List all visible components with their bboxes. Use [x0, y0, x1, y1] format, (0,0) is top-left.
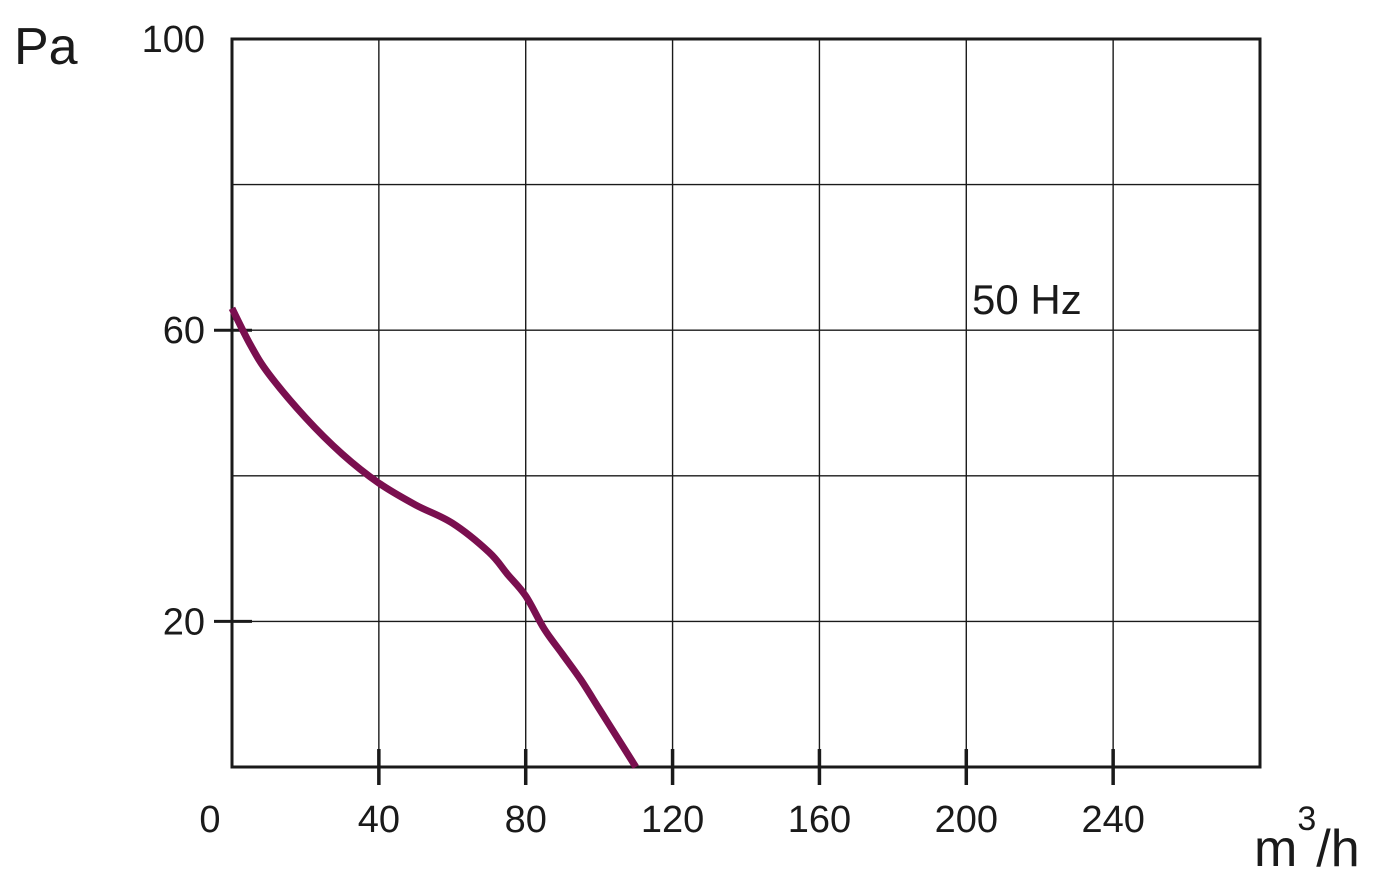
x-axis-label: m3/h [1254, 800, 1360, 878]
x-tick-label: 40 [358, 799, 400, 841]
y-tick-label: 20 [163, 601, 205, 643]
x-tick-labels: 0 40 80 120 160 200 240 [199, 799, 1144, 841]
x-tick-label: 240 [1081, 799, 1144, 841]
x-axis-label-rest: /h [1316, 820, 1359, 878]
grid-lines [232, 39, 1260, 767]
x-tick-label: 120 [641, 799, 704, 841]
y-tick-labels: 100 60 20 [142, 19, 205, 643]
x-tick-label: 200 [935, 799, 998, 841]
y-axis-label: Pa [14, 18, 78, 76]
series-line [228, 306, 639, 769]
x-axis-label-base: m [1254, 820, 1297, 878]
series-layer [228, 306, 639, 769]
series-label-50hz: 50 Hz [972, 276, 1082, 323]
y-tick-label: 60 [163, 310, 205, 352]
y-tick-label: 100 [142, 19, 205, 61]
x-tick-label: 160 [788, 799, 851, 841]
x-axis-label-superscript: 3 [1297, 800, 1316, 838]
x-tick-label: 80 [505, 799, 547, 841]
plot-frame [230, 37, 1262, 769]
x-tick-label: 0 [199, 799, 220, 841]
axis-ticks [214, 328, 1115, 785]
